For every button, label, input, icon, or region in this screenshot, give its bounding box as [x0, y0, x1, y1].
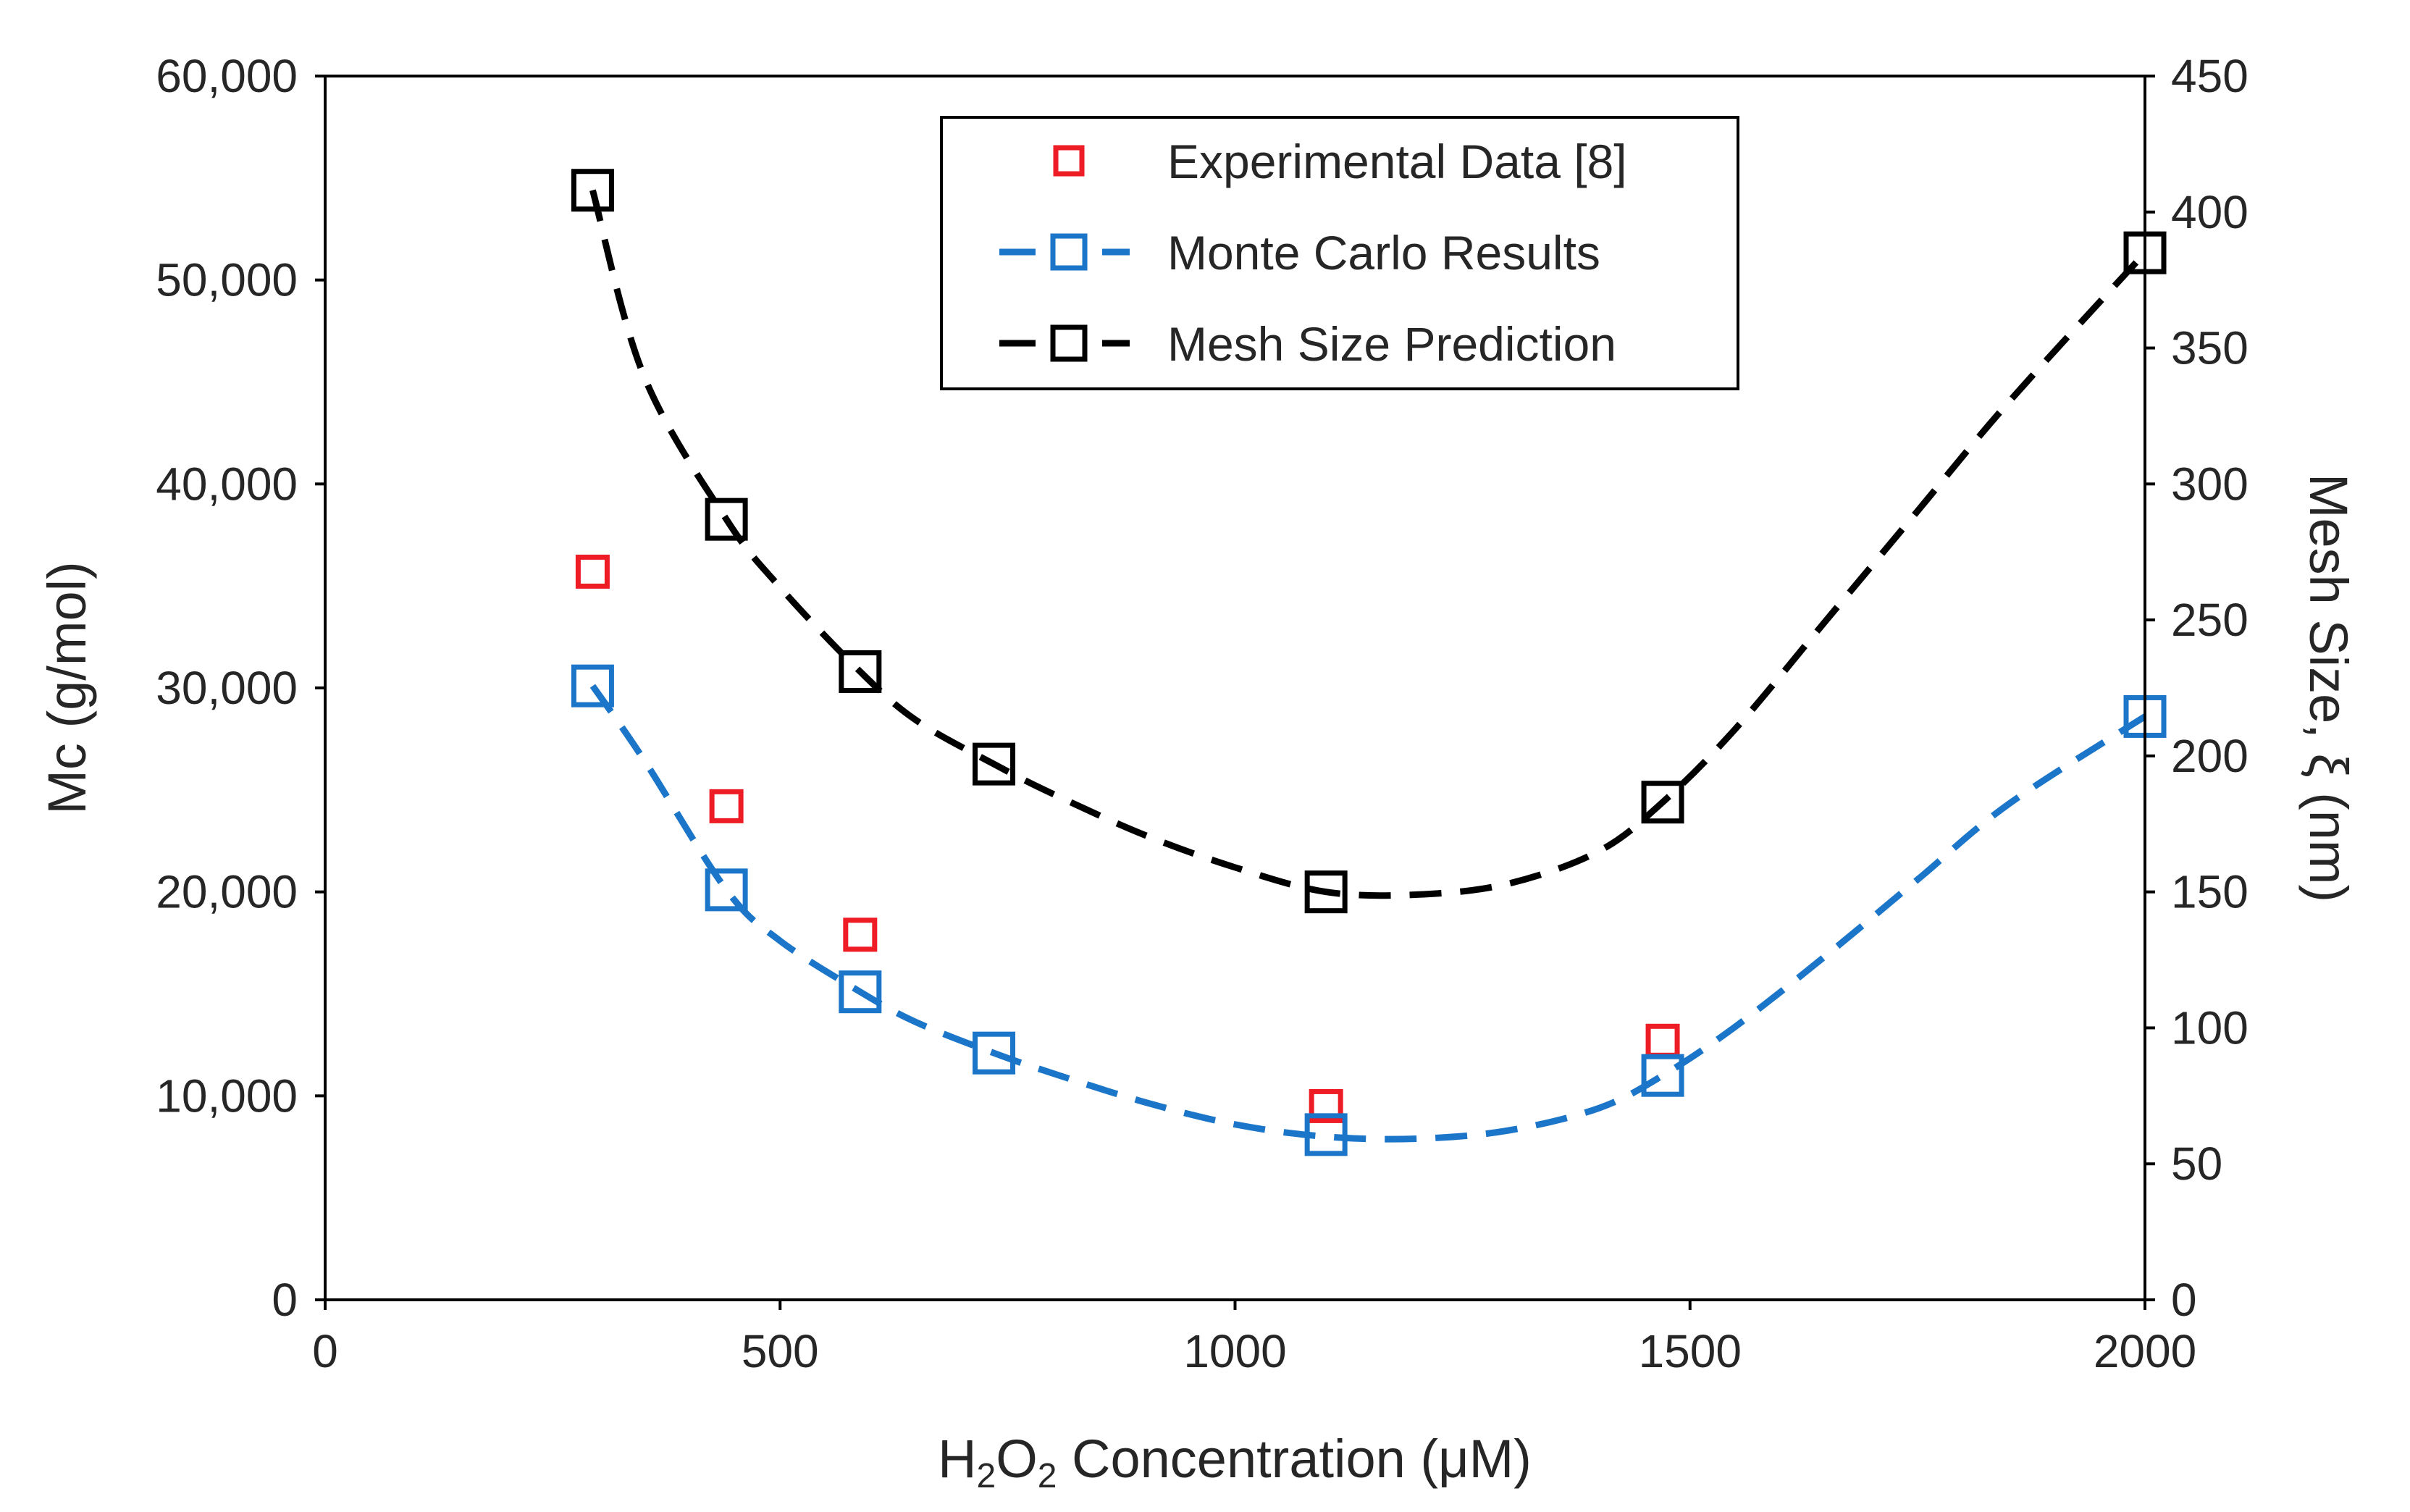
point-monte-carlo-results: [973, 1031, 1016, 1075]
y-tick-label-right: 150: [2171, 866, 2249, 918]
point-mesh-size-prediction: [1641, 781, 1684, 824]
point-monte-carlo-results: [1304, 1113, 1348, 1156]
y-tick-label-right: 300: [2171, 458, 2249, 510]
x-axis-title-subscript-1: 2: [977, 1457, 996, 1495]
y-tick-label-left: 20,000: [156, 866, 298, 918]
x-axis-title-part-1: H: [938, 1429, 976, 1489]
y-tick-label-right: 100: [2171, 1001, 2249, 1054]
x-axis-title-part-3: Concentration (μM): [1057, 1429, 1532, 1489]
legend-label-experimental-data-8: Experimental Data [8]: [1167, 135, 1627, 188]
legend-label-mesh-size-prediction: Mesh Size Prediction: [1167, 317, 1616, 371]
point-experimental-data-8: [709, 789, 744, 823]
point-monte-carlo-results: [1641, 1054, 1684, 1097]
y-axis-title-right: Mesh Size, ξ (nm): [2298, 474, 2359, 902]
x-tick-label: 2000: [2094, 1325, 2196, 1377]
legend-marker-experimental-data-8: [1053, 145, 1085, 177]
point-mesh-size-prediction: [973, 742, 1016, 786]
x-tick-label: 0: [312, 1325, 338, 1377]
point-mesh-size-prediction: [705, 497, 748, 541]
x-tick-label: 1500: [1639, 1325, 1742, 1377]
x-tick-label: 500: [742, 1325, 819, 1377]
point-monte-carlo-results: [705, 868, 748, 912]
point-mesh-size-prediction: [839, 650, 882, 693]
y-tick-label-left: 10,000: [156, 1070, 298, 1122]
point-monte-carlo-results: [839, 970, 882, 1014]
point-experimental-data-8: [843, 917, 878, 952]
legend-marker-monte-carlo-results: [1050, 233, 1088, 271]
y-tick-label-left: 30,000: [156, 662, 298, 714]
y-axis-right: 0 50 100 150 200 250 300 350 400 450: [2145, 50, 2249, 1326]
x-axis-title-subscript-2: 2: [1038, 1457, 1057, 1495]
point-mesh-size-prediction: [571, 169, 614, 212]
point-experimental-data-8: [1645, 1023, 1680, 1058]
y-tick-label-left: 50,000: [156, 254, 298, 306]
y-tick-label-left: 40,000: [156, 458, 298, 510]
y-tick-label-left: 60,000: [156, 50, 298, 102]
y-tick-label-right: 0: [2171, 1274, 2197, 1326]
x-axis: 0 500 1000 1500 2000: [312, 1300, 2196, 1377]
x-tick-label: 1000: [1183, 1325, 1286, 1377]
point-monte-carlo-results: [571, 664, 614, 707]
y-tick-label-right: 200: [2171, 730, 2249, 782]
y-axis-left: 0 10,000 20,000 30,000 40,000 50,000 60,000: [156, 50, 325, 1326]
point-experimental-data-8: [575, 554, 610, 589]
y-tick-label-right: 350: [2171, 322, 2249, 374]
x-axis-title-part-2: O: [996, 1429, 1038, 1489]
point-mesh-size-prediction: [1304, 870, 1348, 914]
x-axis-title: H2O2 Concentration (μM): [938, 1429, 1532, 1495]
y-axis-title-left: Mc (g/mol): [37, 561, 97, 814]
y-tick-label-right: 50: [2171, 1138, 2222, 1190]
legend-marker-mesh-size-prediction: [1050, 324, 1088, 362]
legend: Experimental Data [8] Monte Carlo Results…: [940, 116, 1739, 390]
y-tick-label-right: 400: [2171, 186, 2249, 238]
point-experimental-data-8: [1309, 1088, 1343, 1123]
legend-label-monte-carlo-results: Monte Carlo Results: [1167, 226, 1600, 280]
fit-curve-mesh-size-prediction: [589, 189, 2148, 899]
y-tick-label-left: 0: [272, 1274, 298, 1326]
y-tick-label-right: 450: [2171, 50, 2249, 102]
y-tick-label-right: 250: [2171, 594, 2249, 646]
